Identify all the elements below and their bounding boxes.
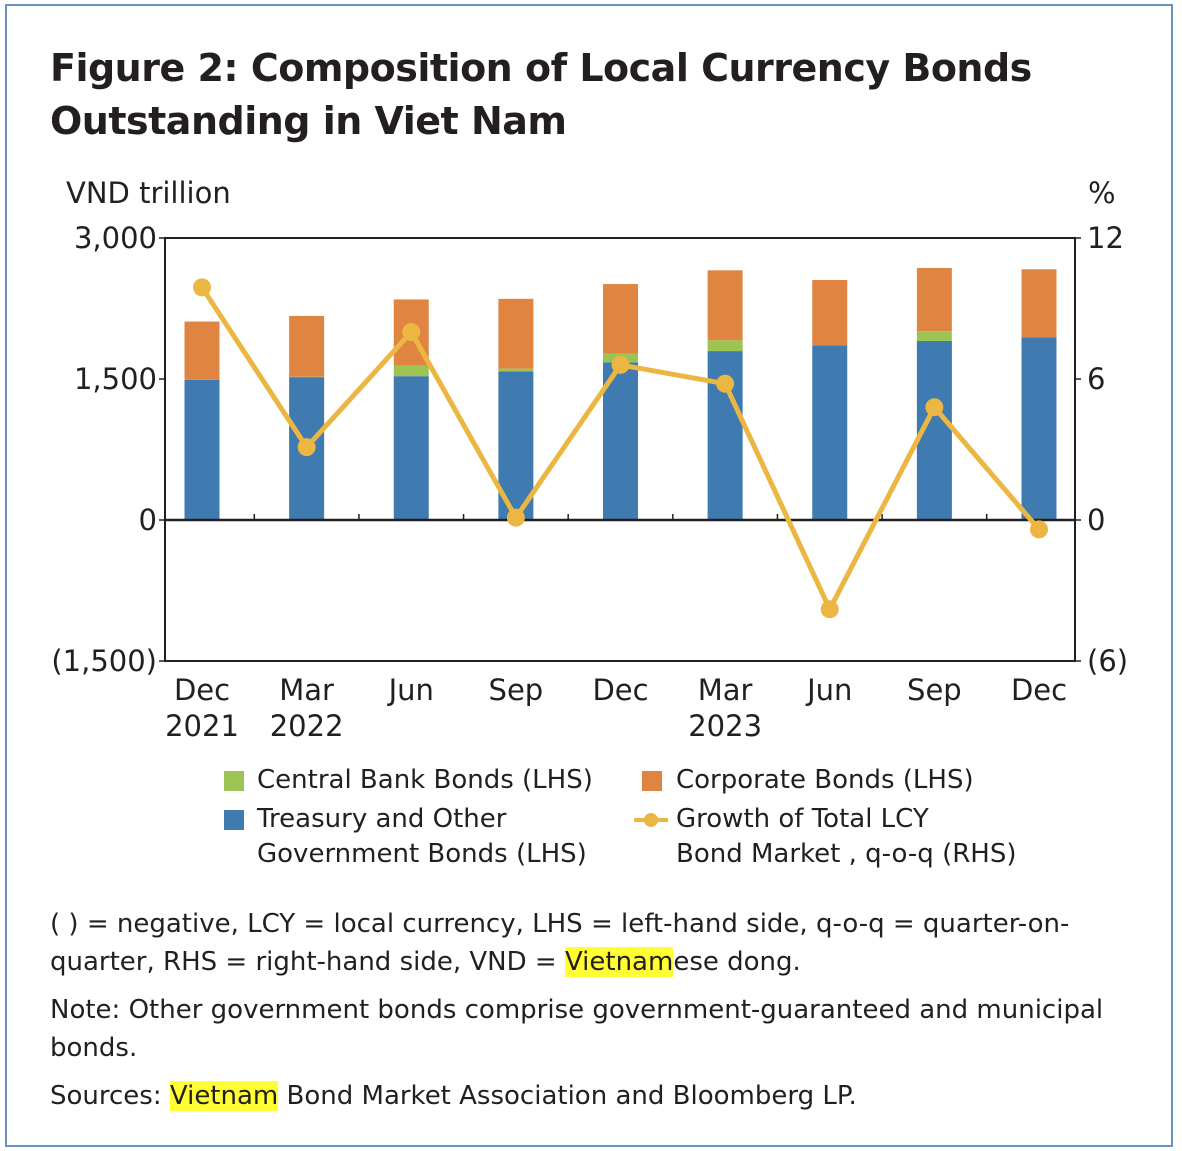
abbr-text-end: ese dong. bbox=[673, 947, 801, 977]
legend-central-bank: Central Bank Bonds (LHS) bbox=[257, 765, 593, 795]
growth-point bbox=[297, 438, 316, 457]
legend-swatch-growth bbox=[634, 813, 668, 827]
growth-point bbox=[193, 278, 211, 297]
x-tick-label: Jun bbox=[805, 673, 852, 707]
legend-swatch-central-bank bbox=[224, 771, 244, 791]
bar-central bbox=[916, 331, 952, 342]
legend-corporate: Corporate Bonds (LHS) bbox=[676, 765, 974, 795]
x-tick-label: Dec bbox=[174, 673, 230, 707]
growth-point bbox=[820, 600, 839, 619]
sources-text-end: Bond Market Association and Bloomberg LP… bbox=[278, 1081, 857, 1111]
bar-corporate bbox=[916, 267, 952, 332]
bar-treasury bbox=[393, 376, 429, 520]
figure-frame bbox=[5, 4, 1173, 1147]
abbr-text: ( ) = negative, LCY = local currency, LH… bbox=[50, 909, 1070, 977]
y-tick-label-left: 3,000 bbox=[74, 221, 157, 255]
sources-highlight: Vietnam bbox=[169, 1081, 279, 1111]
growth-point bbox=[506, 508, 525, 527]
y-tick-label-right: 12 bbox=[1087, 221, 1124, 255]
growth-point bbox=[1030, 520, 1048, 539]
bar-treasury bbox=[603, 362, 638, 520]
x-tick-label: Sep bbox=[907, 673, 962, 707]
y-tick-label-right: (6) bbox=[1087, 644, 1128, 678]
bar-central bbox=[393, 365, 429, 377]
bar-corporate bbox=[1021, 269, 1057, 338]
bar-corporate bbox=[603, 284, 638, 354]
sources-note: Sources: Vietnam Bond Market Association… bbox=[50, 1077, 1140, 1115]
plot-frame bbox=[164, 237, 1076, 662]
x-tick-label: Mar bbox=[698, 673, 753, 707]
bar-treasury bbox=[1021, 337, 1057, 520]
left-axis-label: VND trillion bbox=[66, 176, 231, 210]
note: Note: Other government bonds comprise go… bbox=[50, 995, 1104, 1063]
growth-point bbox=[716, 374, 735, 393]
x-tick-label: Sep bbox=[489, 673, 544, 707]
x-tick-label: Dec bbox=[592, 673, 648, 707]
y-tick-label-left: 0 bbox=[139, 503, 157, 537]
growth-point bbox=[402, 323, 421, 341]
legend-growth-1: Growth of Total LCY bbox=[676, 804, 929, 834]
bar-treasury bbox=[184, 379, 220, 520]
bar-corporate bbox=[812, 280, 848, 346]
abbreviations-note: ( ) = negative, LCY = local currency, LH… bbox=[50, 905, 1140, 981]
legend-swatch-corporate bbox=[642, 771, 662, 791]
bar-treasury bbox=[812, 345, 848, 520]
right-axis-label: % bbox=[1088, 176, 1116, 210]
x-tick-label: 2023 bbox=[688, 709, 762, 743]
y-tick-label-left: (1,500) bbox=[51, 644, 157, 678]
bar-corporate bbox=[707, 270, 743, 341]
y-tick-label-right: 0 bbox=[1087, 503, 1105, 537]
bar-corporate bbox=[289, 315, 325, 377]
bar-corporate bbox=[184, 321, 220, 380]
bar-central bbox=[498, 368, 534, 372]
bar-corporate bbox=[498, 298, 534, 369]
legend-treasury-2: Government Bonds (LHS) bbox=[257, 839, 587, 869]
growth-point bbox=[611, 355, 630, 374]
chart-title: Figure 2: Composition of Local Currency … bbox=[50, 46, 1032, 143]
x-tick-label: 2022 bbox=[270, 709, 344, 743]
abbr-highlight: Vietnam bbox=[564, 947, 674, 977]
y-tick-label-right: 6 bbox=[1087, 362, 1105, 396]
legend-treasury-1: Treasury and Other bbox=[257, 804, 507, 834]
y-tick-label-left: 1,500 bbox=[74, 362, 157, 396]
legend-swatch-treasury bbox=[224, 810, 244, 830]
chart-svg: (1,500)01,5003,000(6)0612Dec2021Mar2022J… bbox=[51, 221, 1128, 743]
growth-point bbox=[925, 398, 944, 417]
x-tick-label: Mar bbox=[279, 673, 334, 707]
x-tick-label: Jun bbox=[387, 673, 434, 707]
x-tick-label: 2021 bbox=[165, 709, 239, 743]
legend-growth-2: Bond Market , q-o-q (RHS) bbox=[676, 839, 1017, 869]
x-tick-label: Dec bbox=[1011, 673, 1067, 707]
bar-central bbox=[707, 340, 743, 352]
sources-text: Sources: bbox=[50, 1081, 170, 1111]
